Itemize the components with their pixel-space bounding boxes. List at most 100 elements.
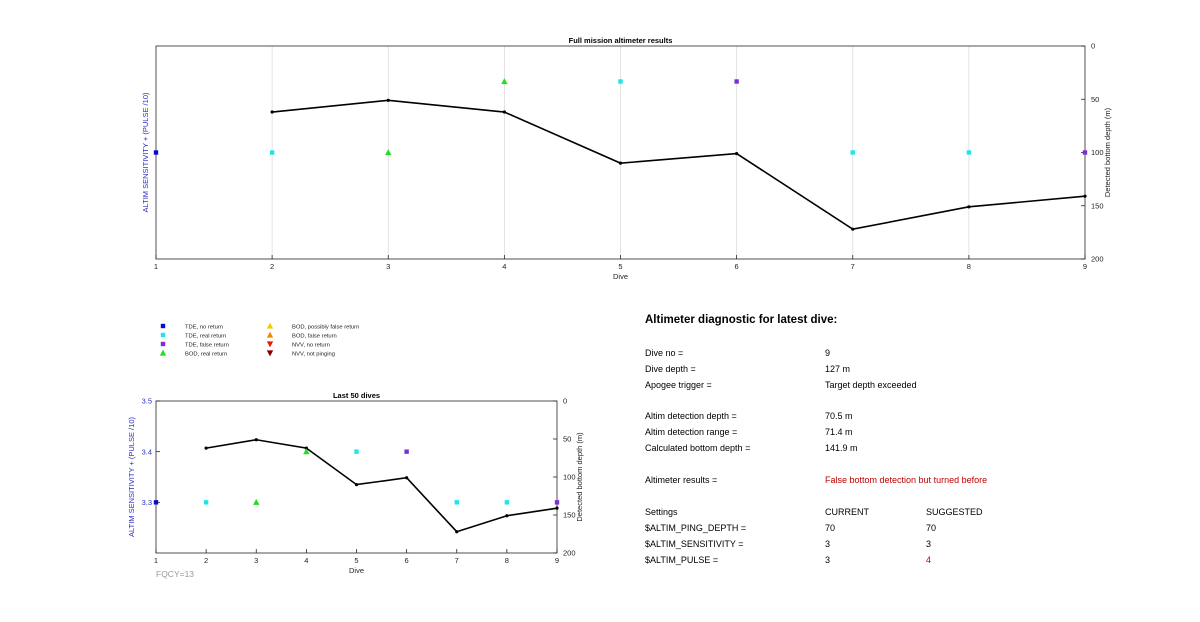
x-tick-label: 8 xyxy=(967,262,971,271)
x-tick-label: 2 xyxy=(270,262,274,271)
left-tick-label: 3.5 xyxy=(142,397,152,406)
right-tick-label: 100 xyxy=(563,473,576,482)
depth-point xyxy=(254,438,258,442)
marker-square xyxy=(160,332,166,338)
x-tick-label: 7 xyxy=(851,262,855,271)
setting-current: 3 xyxy=(825,539,831,549)
marker-square xyxy=(153,500,159,505)
marker-square xyxy=(160,323,166,329)
results-row: Altimeter results = False bottom detecti… xyxy=(645,475,1165,487)
x-axis-label: Dive xyxy=(349,566,364,575)
x-tick-label: 4 xyxy=(304,556,308,565)
right-tick-label: 200 xyxy=(563,549,576,558)
results-value: False bottom detection but turned before xyxy=(825,475,988,485)
setting-suggested: 3 xyxy=(926,539,932,549)
depth-point xyxy=(304,446,308,450)
depth-point xyxy=(967,205,971,209)
right-tick-label: 150 xyxy=(1091,201,1104,210)
detection-depth-value: 70.5 m xyxy=(825,411,853,421)
depth-line xyxy=(205,438,558,533)
setting-row: $ALTIM_PULSE = 3 4 xyxy=(645,555,1165,567)
x-tick-label: 3 xyxy=(386,262,390,271)
depth-point xyxy=(204,446,208,450)
depth-line xyxy=(272,99,1086,231)
depth-point xyxy=(386,98,390,102)
dive-depth-value: 127 m xyxy=(825,364,851,374)
current-header: CURRENT xyxy=(825,507,869,517)
legend-label: TDE, no return xyxy=(185,324,223,330)
marker-square xyxy=(203,500,209,505)
marker-triangle-up xyxy=(266,331,274,338)
right-tick-label: 50 xyxy=(563,435,571,444)
legend-label: TDE, false return xyxy=(185,342,229,348)
y-axis-label-right: Detected bottom depth (m) xyxy=(1103,107,1112,197)
depth-point xyxy=(455,530,459,534)
right-tick-label: 0 xyxy=(1091,42,1095,51)
marker-square xyxy=(966,150,972,155)
marker-square xyxy=(153,150,159,155)
bottom-depth-row: Calculated bottom depth = 141.9 m xyxy=(645,443,1165,455)
setting-current: 3 xyxy=(825,555,831,565)
setting-name: $ALTIM_SENSITIVITY = xyxy=(645,539,744,549)
legend-label: NVV, not pinging xyxy=(292,351,335,357)
x-tick-label: 6 xyxy=(405,556,409,565)
x-tick-label: 9 xyxy=(555,556,559,565)
marker-square xyxy=(734,79,739,84)
last-50-dives-chart: 1 2 3 4 5 6 7 8 9 0 50 100 150 200 3.3 3.4 3.5 Last 50 di… xyxy=(127,391,584,575)
left-tick-label: 3.3 xyxy=(142,498,152,507)
setting-row: $ALTIM_SENSITIVITY = 3 3 xyxy=(645,539,1165,551)
marker-triangle-up xyxy=(253,498,260,505)
marker-square xyxy=(1082,150,1088,155)
depth-point xyxy=(735,151,739,156)
marker-square xyxy=(618,79,623,84)
marker-triangle-down xyxy=(266,350,274,357)
results-label: Altimeter results = xyxy=(645,475,718,485)
right-tick-label: 100 xyxy=(1091,148,1104,157)
chart-title: Full mission altimeter results xyxy=(569,36,673,45)
bottom-depth-value: 141.9 m xyxy=(825,443,858,453)
settings-header-row: Settings CURRENT SUGGESTED xyxy=(645,507,1165,519)
legend: TDE, no return TDE, real return TDE, false… xyxy=(159,322,359,357)
setting-suggested: 4 xyxy=(926,555,932,565)
marker-square xyxy=(404,449,409,454)
depth-point xyxy=(618,161,623,165)
x-tick-label: 8 xyxy=(505,556,509,565)
depth-point xyxy=(505,514,509,518)
marker-square xyxy=(850,150,855,155)
x-tick-label: 9 xyxy=(1083,262,1087,271)
legend-label: BOD, false return xyxy=(292,333,337,339)
dive-depth-label: Dive depth = xyxy=(645,364,696,374)
legend-label: BOD, possibly false return xyxy=(292,324,359,330)
full-mission-chart: 1 2 3 4 5 6 7 8 9 0 50 100 150 200 Full mission altime… xyxy=(141,36,1112,281)
marker-square xyxy=(269,150,275,155)
right-tick-label: 0 xyxy=(563,397,567,406)
x-tick-label: 4 xyxy=(502,262,506,271)
marker-square xyxy=(554,500,560,505)
marker-square xyxy=(454,500,459,505)
setting-name: $ALTIM_PULSE = xyxy=(645,555,719,565)
y-axis-label-right: Detected bottom depth (m) xyxy=(575,432,584,522)
settings-label: Settings xyxy=(645,507,678,517)
right-tick-label: 150 xyxy=(563,511,576,520)
fqcy-label: FQCY=13 xyxy=(156,569,194,579)
marker-triangle-down xyxy=(266,341,274,348)
detection-depth-label: Altim detection depth = xyxy=(645,411,737,421)
setting-name: $ALTIM_PING_DEPTH = xyxy=(645,523,747,533)
apogee-value: Target depth exceeded xyxy=(825,380,917,390)
detection-depth-row: Altim detection depth = 70.5 m xyxy=(645,411,1165,423)
y-axis-label-left: ALTIM SENSITIVITY + (PULSE /10) xyxy=(141,92,150,212)
apogee-label: Apogee trigger = xyxy=(645,380,712,390)
suggested-header: SUGGESTED xyxy=(926,507,983,517)
dive-no-row: Dive no = 9 xyxy=(645,348,1165,360)
marker-square xyxy=(354,449,359,454)
marker-triangle-up xyxy=(385,149,392,156)
depth-point xyxy=(1083,194,1087,198)
x-tick-label: 6 xyxy=(735,262,739,271)
marker-triangle-up xyxy=(266,322,274,329)
marker-triangle-up xyxy=(303,448,310,455)
depth-point xyxy=(502,110,506,114)
left-tick-label: 3.4 xyxy=(142,447,152,456)
apogee-row: Apogee trigger = Target depth exceeded xyxy=(645,380,1165,392)
x-tick-label: 5 xyxy=(354,556,358,565)
